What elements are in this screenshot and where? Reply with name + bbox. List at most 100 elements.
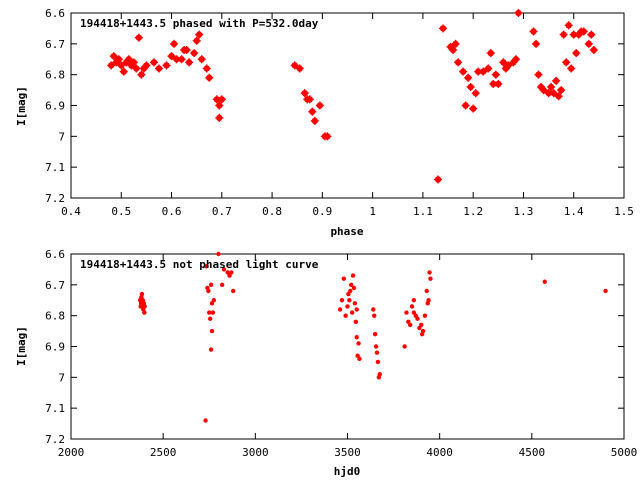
- x-tick-label: 0.9: [312, 205, 332, 218]
- y-tick-label: 7.1: [45, 402, 65, 415]
- data-point: [461, 101, 470, 110]
- data-point: [117, 61, 126, 70]
- y-tick-label: 6.9: [45, 100, 65, 113]
- data-point: [167, 52, 176, 61]
- x-tick-label: 1: [369, 205, 376, 218]
- data-point: [217, 95, 226, 104]
- data-point: [339, 298, 345, 303]
- x-tick-label: 1.1: [413, 205, 433, 218]
- data-point: [208, 282, 214, 288]
- data-point: [354, 307, 359, 312]
- data-point: [215, 101, 224, 110]
- data-point: [407, 322, 413, 328]
- x-axis-label: hjd0: [334, 465, 361, 478]
- data-point: [205, 73, 214, 82]
- data-point: [584, 39, 593, 48]
- data-point: [185, 58, 194, 67]
- data-point: [567, 64, 576, 73]
- data-point: [114, 55, 123, 64]
- data-point: [207, 316, 213, 321]
- data-point: [177, 55, 186, 64]
- data-point: [494, 79, 503, 88]
- data-point: [308, 107, 317, 116]
- y-tick-label: 6.7: [45, 38, 65, 51]
- data-point: [231, 288, 236, 294]
- data-point: [197, 55, 206, 64]
- phased-light-curve-panel: 0.4 0.5 0.6 0.7 0.8 0.9 1 1.1 1.2 1.3 1.4 1.5 6.66.…: [15, 7, 634, 238]
- data-point: [564, 21, 573, 30]
- x-tick-label: 1.3: [514, 205, 534, 218]
- data-point: [343, 313, 348, 318]
- data-point: [552, 76, 561, 85]
- data-point: [427, 270, 432, 275]
- data-point: [182, 46, 191, 54]
- data-point: [341, 276, 347, 281]
- chart-title: 194418+1443.5 phased with P=532.0day: [80, 17, 319, 30]
- data-point: [138, 304, 143, 309]
- x-tick-label: 0.5: [111, 205, 131, 218]
- data-point: [499, 58, 508, 67]
- data-point: [132, 64, 141, 73]
- data-point: [124, 55, 133, 64]
- x-tick-label: 0.8: [262, 205, 282, 218]
- data-point: [139, 291, 145, 297]
- data-point: [119, 67, 128, 76]
- data-point: [348, 288, 353, 294]
- data-point: [372, 331, 378, 337]
- data-point: [557, 86, 566, 95]
- data-point: [433, 175, 442, 184]
- data-point: [504, 61, 513, 70]
- data-point: [415, 316, 420, 321]
- data-point: [424, 288, 429, 294]
- y-tick-label: 7.2: [45, 192, 65, 205]
- data-point: [422, 313, 428, 318]
- x-axis-ticks: 0.4 0.5 0.6 0.7 0.8 0.9 1 1.1 1.2 1.3 1.4 1.5: [61, 13, 634, 218]
- x-axis-ticks: 2000 2500 3000 3500 4000 4500 5000: [58, 254, 637, 459]
- data-point: [357, 356, 362, 362]
- y-tick-label: 7.2: [45, 433, 65, 446]
- data-point: [547, 83, 556, 91]
- data-point: [202, 64, 211, 73]
- data-point: [142, 310, 147, 315]
- data-point: [439, 24, 448, 33]
- x-tick-label: 1.2: [463, 205, 483, 218]
- x-tick-label: 0.7: [212, 205, 232, 218]
- data-point: [464, 73, 473, 82]
- data-point: [209, 328, 215, 334]
- data-point: [420, 328, 426, 334]
- data-point: [402, 344, 407, 349]
- data-point: [107, 61, 116, 70]
- data-point: [373, 344, 379, 349]
- data-point: [539, 86, 548, 95]
- data-point: [411, 310, 417, 315]
- x-tick-label: 4000: [426, 446, 453, 459]
- data-point: [109, 52, 118, 61]
- data-point: [162, 61, 171, 70]
- data-points: [107, 9, 598, 184]
- data-point: [134, 33, 143, 42]
- y-axis-ticks: 6.6 6.7 6.8 6.9 7 7.1 7.2: [45, 7, 624, 205]
- data-point: [451, 39, 460, 48]
- data-point: [204, 264, 209, 269]
- data-point: [354, 335, 359, 340]
- x-tick-label: 2500: [150, 446, 177, 459]
- data-point: [375, 359, 381, 365]
- data-point: [208, 347, 214, 352]
- data-point: [587, 30, 596, 39]
- y-tick-label: 7: [58, 371, 65, 384]
- data-point: [349, 310, 355, 315]
- y-tick-label: 6.6: [45, 248, 65, 261]
- data-point: [170, 39, 179, 48]
- data-point: [210, 310, 216, 315]
- data-point: [428, 276, 433, 281]
- y-tick-label: 6.8: [45, 310, 65, 323]
- data-point: [351, 285, 357, 291]
- x-tick-label: 1.4: [564, 205, 584, 218]
- data-point: [310, 116, 319, 125]
- data-point: [486, 49, 495, 58]
- data-point: [372, 313, 377, 318]
- data-point: [589, 46, 598, 54]
- data-point: [350, 273, 356, 278]
- data-point: [534, 70, 543, 79]
- data-point: [142, 61, 151, 70]
